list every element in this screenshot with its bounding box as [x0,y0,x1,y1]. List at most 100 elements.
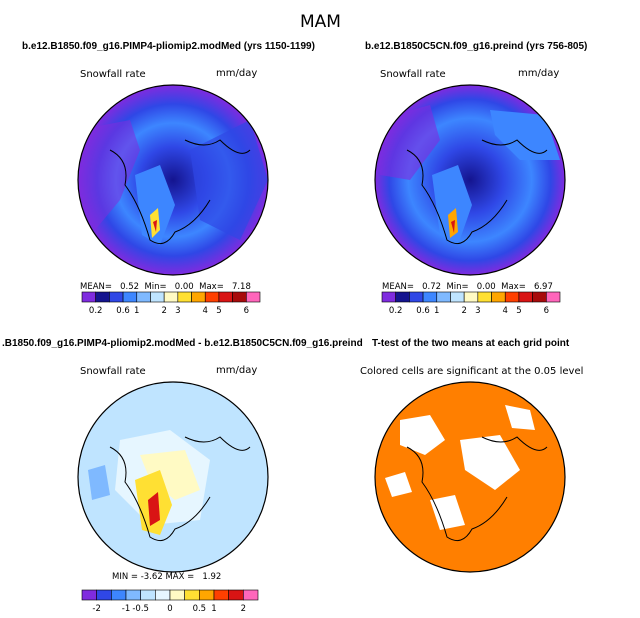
panel2-max-value: 6.97 [533,282,553,292]
panel1-map [77,84,269,276]
colorbar-swatch [436,291,451,303]
panel1-mean-value: 0.52 [120,282,140,292]
panel2-min-value: 0.00 [476,282,496,292]
panel3-min-label: MIN = [112,572,139,582]
colorbar-swatch [546,291,561,303]
panel2-region-ne [490,110,560,160]
colorbar-swatch [395,291,410,303]
colorbar-swatch [125,589,141,601]
panel2-mean-label: MEAN= [382,282,414,292]
panel2-max-label: Max= [501,282,526,292]
panel4-significance-label: Colored cells are significant at the 0.0… [360,366,584,377]
colorbar-swatch [191,291,206,303]
colorbar-tick-label: 1 [211,604,216,614]
colorbar-tick-label: 2 [241,604,246,614]
colorbar-tick-label: -0.5 [132,604,149,614]
colorbar-swatch [228,589,244,601]
colorbar-tick-label: 0.6 [416,306,430,316]
panel3-map-border [77,381,269,573]
panel4-map-border [374,381,566,573]
panel2-max-spot [451,220,455,233]
panel4-title: T-test of the two means at each grid poi… [372,338,570,349]
colorbar-swatch [81,589,97,601]
panel3-stats: MIN = -3.62 MAX = 1.92 [112,572,221,582]
colorbar-swatch [81,291,96,303]
colorbar-swatch [204,291,220,303]
colorbar-tick-label: -1 [122,604,130,614]
colorbar-tick-label: 4 [203,306,208,316]
colorbar-tick-label: -2 [92,604,100,614]
panel3-min-value: -3.62 [140,572,163,582]
colorbar-swatch [184,589,200,601]
panel1-mean-label: MEAN= [80,282,112,292]
panel1-coastlines [109,139,251,245]
panel4-map [374,381,566,573]
colorbar-tick-label: 4 [503,306,508,316]
panel2-title: b.e12.B1850C5CN.f09_g16.preind (yrs 756-… [365,41,588,52]
panel1-max-value: 7.18 [231,282,251,292]
colorbar-tick-label: 6 [544,306,549,316]
colorbar-tick-label: 0.2 [89,306,103,316]
colorbar-swatch [140,589,156,601]
colorbar-swatch [532,291,547,303]
panel2-map-border [374,84,566,276]
panel1-max-spot [153,220,157,232]
colorbar-swatch [246,291,261,303]
panel1-max-label: Max= [199,282,224,292]
panel3-max-spot [148,492,160,526]
panel1-region-east [190,120,268,240]
panel2-stats: MEAN= 0.72 Min= 0.00 Max= 6.97 [382,282,553,292]
colorbar-swatch [518,291,533,303]
panel4-insignificant-3 [505,405,535,430]
panel4-coastlines [406,436,548,542]
panel1-low-region-west [78,120,140,230]
colorbar-swatch [463,291,479,303]
panel3-units: mm/day [216,365,258,376]
colorbar-tick-label: 0.5 [193,604,207,614]
panel3-max-label: MAX = [165,572,195,582]
colorbar-tick-label: 3 [475,306,480,316]
colorbar-swatch [111,589,127,601]
colorbar-tick-label: 1 [134,306,139,316]
colorbar-tick-label: 0.6 [116,306,130,316]
colorbar-swatch [155,589,171,601]
colorbar-swatch [491,291,506,303]
panel4-insignificant-5 [385,472,412,497]
colorbar-swatch [232,291,247,303]
colorbar-tick-label: 5 [516,306,521,316]
colorbar-swatch [213,589,229,601]
colorbar-tick-label: 2 [161,306,166,316]
colorbar-tick-label: 6 [244,306,249,316]
panel3-colorbar: -2 -1 -0.5 0 0.5 1 2 [81,589,259,614]
colorbar-swatch [243,589,259,601]
colorbar-swatch [95,291,110,303]
panel4-insignificant-1 [400,415,445,455]
colorbar-swatch [477,291,492,303]
panel3-positive-region [140,450,200,500]
colorbar-swatch [96,589,112,601]
colorbar-tick-label: 1 [434,306,439,316]
panel1-map-border [77,84,269,276]
colorbar-swatch [381,291,396,303]
colorbar-swatch [422,291,438,303]
colorbar-swatch [218,291,233,303]
panel3-negative-west [88,465,110,500]
colorbar-swatch [450,291,465,303]
figure-title: MAM [300,12,341,32]
colorbar-swatch [504,291,520,303]
colorbar-swatch [177,291,192,303]
panel3-variable-label: Snowfall rate [80,366,146,377]
colorbar-tick-label: 0 [167,604,172,614]
colorbar-swatch [150,291,165,303]
panel4-insignificant-4 [430,495,465,530]
panel2-coastlines [406,139,548,245]
panel3-title: .B1850.f09_g16.PIMP4-pliomip2.modMed - b… [2,338,363,349]
colorbar-swatch [169,589,185,601]
panel1-min-label: Min= [144,282,167,292]
panel4-insignificant-2 [460,435,520,490]
panel1-min-value: 0.00 [174,282,194,292]
panel2-variable-label: Snowfall rate [380,69,446,80]
colorbar-swatch [122,291,138,303]
panel3-max-value: 1.92 [202,572,222,582]
